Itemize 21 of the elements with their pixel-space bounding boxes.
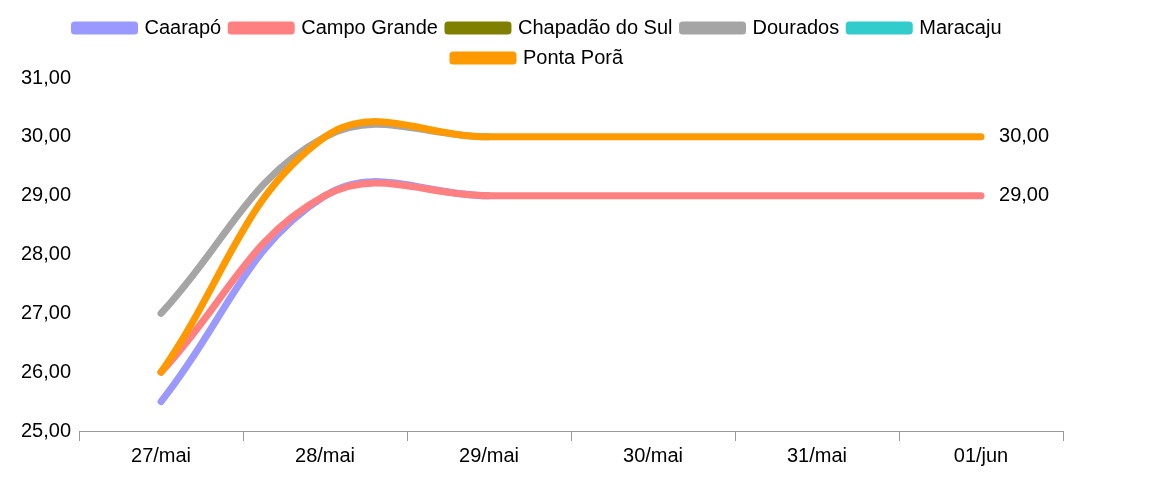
legend-label: Campo Grande [301,15,438,38]
x-tick-label: 29/mai [459,443,520,466]
x-tick-label: 31/mai [787,443,848,466]
y-tick-label: 27,00 [20,300,72,323]
legend-label: Ponta Porã [522,45,624,68]
legend-label: Caarapó [144,15,222,38]
y-tick-label: 25,00 [20,418,72,441]
annotation: 30,00 [999,124,1050,147]
y-tick-label: 29,00 [20,183,72,206]
y-tick-label: 30,00 [20,124,72,147]
y-tick-label: 28,00 [20,242,72,265]
legend-label: Chapadão do Sul [517,15,673,38]
x-tick-label: 01/jun [953,443,1009,466]
legend-label: Maracaju [919,15,1002,38]
legend-label: Dourados [752,15,840,38]
y-tick-label: 26,00 [20,359,72,382]
x-tick-label: 30/mai [623,443,684,466]
annotation: 29,00 [999,183,1050,206]
x-tick-label: 27/mai [131,443,192,466]
x-tick-label: 28/mai [295,443,356,466]
y-tick-label: 31,00 [20,65,72,88]
